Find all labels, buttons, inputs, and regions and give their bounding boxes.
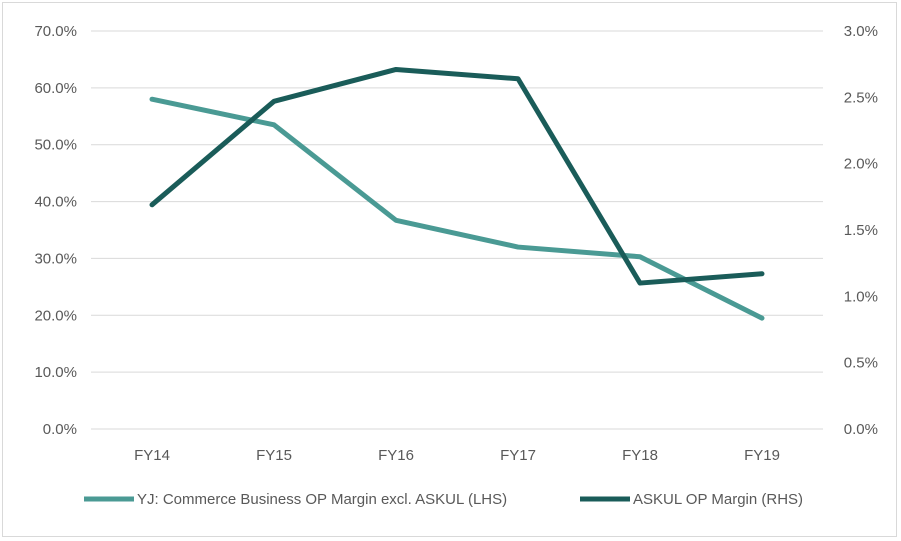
left-tick-label: 0.0% (43, 421, 77, 438)
left-tick-label: 10.0% (34, 364, 77, 381)
right-tick-label: 1.0% (844, 288, 878, 305)
x-tick-label: FY17 (500, 447, 536, 464)
right-tick-label: 1.5% (844, 222, 878, 239)
series-line-askul (149, 66, 765, 286)
right-axis-labels: 0.0% 0.5% 1.0% 1.5% 2.0% 2.5% 3.0% (844, 23, 878, 438)
left-tick-label: 30.0% (34, 250, 77, 267)
x-tick-label: FY15 (256, 447, 292, 464)
left-axis-labels: 0.0% 10.0% 20.0% 30.0% 40.0% 50.0% 60.0%… (34, 23, 77, 438)
chart-svg: 0.0% 10.0% 20.0% 30.0% 40.0% 50.0% 60.0%… (34, 23, 878, 508)
x-tick-label: FY14 (134, 447, 170, 464)
x-tick-label: FY16 (378, 447, 414, 464)
right-tick-label: 2.0% (844, 156, 878, 173)
x-tick-label: FY19 (744, 447, 780, 464)
legend: YJ: Commerce Business OP Margin excl. AS… (84, 491, 803, 508)
legend-label-askul: ASKUL OP Margin (RHS) (633, 491, 803, 508)
left-tick-label: 20.0% (34, 307, 77, 324)
grid-layer (91, 30, 823, 430)
left-tick-label: 70.0% (34, 23, 77, 40)
right-tick-label: 0.0% (844, 421, 878, 438)
left-tick-label: 50.0% (34, 137, 77, 154)
series-layer (149, 66, 765, 321)
series-line-yj-commerce (149, 96, 765, 321)
right-tick-label: 3.0% (844, 23, 878, 40)
right-tick-label: 0.5% (844, 355, 878, 372)
x-tick-label: FY18 (622, 447, 658, 464)
right-tick-label: 2.5% (844, 89, 878, 106)
left-tick-label: 60.0% (34, 80, 77, 97)
x-axis-labels: FY14 FY15 FY16 FY17 FY18 FY19 (134, 447, 780, 464)
left-tick-label: 40.0% (34, 194, 77, 211)
legend-label-yj-commerce: YJ: Commerce Business OP Margin excl. AS… (137, 491, 507, 508)
